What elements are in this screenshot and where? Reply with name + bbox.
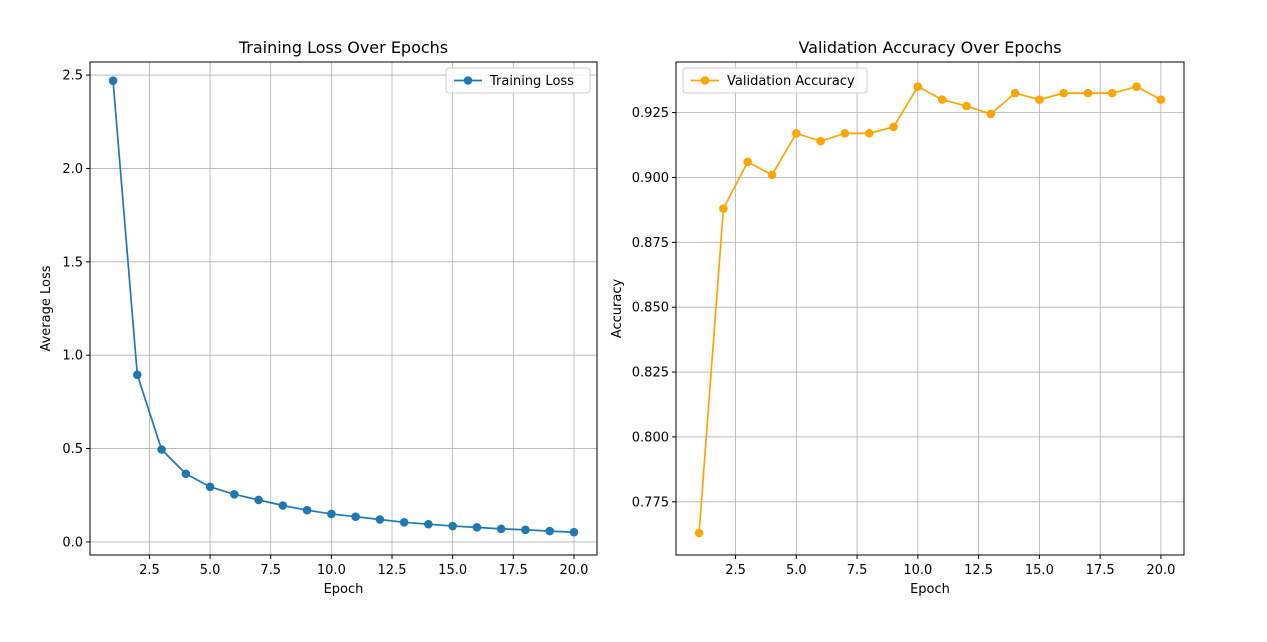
data-point (864, 129, 874, 138)
y-tick-label: 0.900 (632, 171, 669, 186)
data-point (889, 122, 898, 132)
data-point (496, 524, 506, 534)
data-point (913, 82, 923, 91)
y-tick-label: 0.0 (62, 535, 83, 550)
x-tick-label: 2.5 (725, 563, 746, 578)
data-point (181, 469, 191, 479)
x-tick-label: 15.0 (438, 563, 467, 578)
y-tick-label: 1.0 (62, 349, 83, 364)
data-point (1132, 82, 1141, 91)
x-tick-label: 17.5 (499, 563, 528, 578)
data-point (962, 101, 971, 111)
chart-1: 2.5 5.0 7.5 10.0 12.5 15.0 17.5 20.0 0.0 0.5 1.0 1.… (39, 38, 598, 597)
y-tick-label: 0.825 (632, 366, 669, 381)
x-tick-label: 12.5 (964, 563, 993, 578)
data-point (399, 518, 409, 527)
x-tick-label: 20.0 (559, 563, 588, 578)
y-axis-label: Average Loss (39, 265, 54, 351)
x-tick-label: 5.0 (786, 563, 807, 578)
x-axis-label: Epoch (324, 582, 364, 597)
y-tick-label: 1.5 (62, 255, 83, 270)
data-point (1035, 95, 1044, 104)
data-point (719, 204, 728, 213)
data-point (569, 527, 579, 537)
chart-title: Validation Accuracy Over Epochs (798, 38, 1061, 57)
x-tick-label: 10.0 (903, 563, 932, 578)
x-tick-label: 15.0 (1025, 563, 1054, 578)
legend-box (682, 67, 868, 94)
data-point (254, 495, 263, 505)
legend-marker (463, 76, 473, 85)
data-point (840, 129, 850, 138)
y-tick-label: 0.5 (62, 442, 83, 457)
x-tick-label: 7.5 (847, 563, 868, 578)
data-point (792, 129, 801, 138)
y-tick-label: 0.875 (632, 236, 669, 251)
x-tick-label: 7.5 (260, 563, 281, 578)
legend-label: Training Loss (489, 74, 574, 89)
data-point (743, 157, 753, 167)
data-point (937, 95, 947, 104)
data-point (327, 509, 336, 519)
data-point (278, 501, 288, 510)
data-point (472, 523, 482, 532)
data-point (816, 136, 825, 146)
data-point (302, 505, 312, 515)
chart-title: Training Loss Over Epochs (238, 38, 448, 57)
y-tick-label: 0.775 (632, 495, 669, 510)
axes-frame (89, 61, 598, 556)
data-point (1156, 95, 1166, 104)
x-tick-label: 2.5 (139, 563, 160, 578)
x-tick-label: 20.0 (1146, 563, 1175, 578)
chart-2: 2.5 5.0 7.5 10.0 12.5 15.0 17.5 20.0 0.775 0.800 0… (610, 38, 1185, 597)
legend-label: Validation Accuracy (727, 74, 855, 89)
y-tick-label: 0.800 (632, 430, 669, 445)
data-point (1083, 88, 1093, 98)
data-point (205, 482, 215, 492)
plot-area (90, 62, 597, 555)
data-point (230, 490, 239, 499)
x-axis-label: Epoch (910, 582, 950, 597)
data-point (694, 528, 704, 538)
data-point (521, 525, 530, 535)
data-point (1059, 88, 1068, 98)
legend-box (445, 67, 591, 94)
data-point (424, 519, 433, 529)
y-tick-label: 2.5 (62, 69, 83, 84)
x-tick-label: 5.0 (200, 563, 221, 578)
axes-frame (675, 61, 1185, 556)
data-point (375, 515, 385, 524)
data-point (1107, 88, 1117, 98)
y-axis-label: Accuracy (610, 279, 625, 339)
y-tick-label: 0.850 (632, 301, 669, 316)
data-point (157, 445, 166, 454)
data-point (1010, 88, 1020, 98)
data-point (133, 370, 142, 380)
plot-area (676, 62, 1184, 555)
legend: Validation Accuracy (682, 67, 868, 94)
y-tick-label: 2.0 (62, 162, 83, 177)
data-point (351, 512, 360, 522)
legend: Training Loss (445, 67, 591, 94)
legend-marker (700, 76, 710, 85)
data-point (448, 521, 457, 531)
data-point (767, 170, 777, 180)
data-point (545, 526, 554, 536)
data-point (108, 76, 118, 85)
x-tick-label: 12.5 (378, 563, 407, 578)
data-point (986, 109, 996, 119)
x-tick-label: 17.5 (1086, 563, 1115, 578)
x-tick-label: 10.0 (317, 563, 346, 578)
y-tick-label: 0.925 (632, 106, 669, 121)
